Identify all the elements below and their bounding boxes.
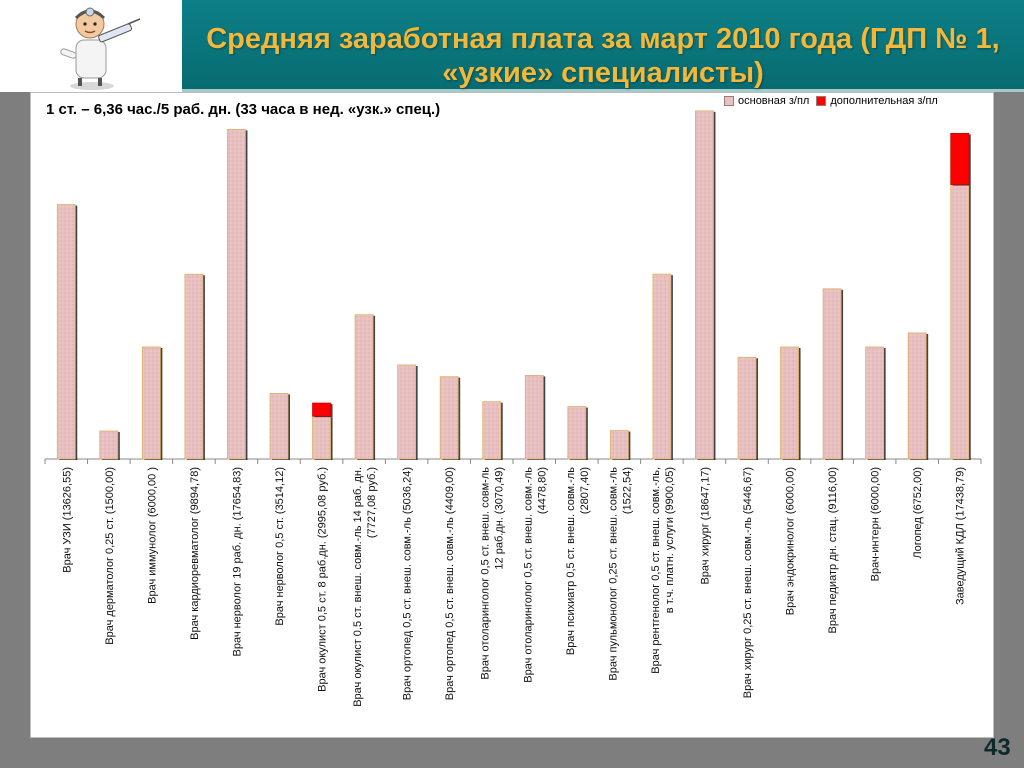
x-tick-label: Врач ортопед 0,5 ст. внеш. совм.-ль (503… (402, 467, 414, 700)
bar-basic-salary (312, 415, 331, 460)
bar-basic-salary (354, 314, 374, 460)
x-tick-label-line: Врач нерволог 0,5 ст. (3514,12) (274, 467, 286, 626)
legend-label-extra: дополнительная з/пл (830, 95, 938, 107)
x-tick-label-line: (1522,54) (621, 467, 633, 514)
bar-basic-salary (652, 273, 672, 460)
x-tick-label-line: Врач иммунолог (6000,00 ) (146, 467, 158, 604)
bar-basic-salary (737, 356, 757, 460)
page-title-line-1: Средняя заработная плата за март 2010 го… (206, 23, 1000, 55)
x-tick-label-line: Врач окулист 0,5 ст. 8 раб.дн. (2995,08 … (317, 467, 329, 692)
x-tick-label-line: Врач дерматолог 0,25 ст. (1500,00) (104, 467, 116, 645)
bar-basic-salary (865, 346, 885, 460)
x-tick-label: Врач ортопед 0,5 ст. внеш. совм.-ль (440… (444, 467, 456, 700)
x-tick-label: Логопед (6752,00) (912, 467, 924, 559)
x-tick-label: Заведущий КДЛ (17438,79) (955, 467, 967, 605)
x-tick-label: Врач иммунолог (6000,00 ) (146, 467, 158, 604)
x-tick-label: Врач отоларинголог 0,5 ст. внеш. совм-ль… (480, 467, 506, 680)
x-tick-label-line: Врач кардиоревматолог (9894,78) (189, 467, 201, 640)
x-tick-label-line: Врач психиатр 0,5 ст. внеш. совм.-ль (565, 467, 577, 655)
x-tick-label-line: (7727,08 руб.) (366, 467, 378, 538)
chart-subtitle: 1 ст. – 6,36 час./5 раб. дн. (33 часа в … (46, 101, 441, 118)
legend-label-basic: основная з/пл (738, 95, 810, 107)
x-tick-label: Врач эндокринолог (6000,00) (785, 467, 797, 615)
x-tick-label-line: Врач рентгенолог 0,5 ст. внеш. совм.-ль, (650, 467, 662, 674)
bar-extra-salary (950, 133, 970, 185)
x-tick-label-line: Врач УЗИ (13626,55) (61, 467, 73, 573)
legend-swatch-extra (816, 96, 827, 106)
x-tick-label-line: в т.ч. платн. услуги (9900,05) (664, 467, 676, 613)
x-tick-label: Врач педиатр дн. стац. (9116,00) (827, 467, 839, 633)
x-tick-label: Врач нерволог 0,5 ст. (3514,12) (274, 467, 286, 626)
bar-basic-salary (780, 346, 799, 460)
x-tick-label-line: Врач-интерн (6000,00) (870, 467, 882, 581)
x-tick-label: Врач-интерн (6000,00) (870, 467, 882, 581)
x-tick-label-line: Заведущий КДЛ (17438,79) (955, 467, 967, 605)
x-tick-label: Врач окулист 0,5 ст. внеш. совм.-ль 14 р… (352, 467, 378, 707)
bar-basic-salary (439, 376, 459, 460)
x-tick-label: Врач нерволог 19 раб. дн. (17654,83) (231, 467, 243, 657)
bar-basic-salary (695, 110, 714, 460)
bar-basic-salary (609, 430, 629, 460)
bar-basic-salary (950, 184, 970, 460)
page-title-line-2: «узкие» специалисты) (442, 57, 764, 89)
bar-basic-salary (227, 128, 246, 460)
x-tick-label-line: Врач хирург (18647,17) (699, 467, 711, 585)
x-tick-label-line: Врач хирург 0,25 ст. внеш. совм.-ль (544… (742, 467, 754, 698)
bar-basic-salary (397, 364, 417, 460)
x-tick-label: Врач дерматолог 0,25 ст. (1500,00) (104, 467, 116, 645)
x-tick-label-line: Врач отоларинголог 0,5 ст. внеш. совм.-л… (522, 467, 534, 683)
x-tick-label-line: 12 раб.дн. (3070,49) (494, 467, 506, 570)
x-tick-label: Врач отоларинголог 0,5 ст. внеш. совм.-л… (522, 467, 548, 683)
bar-basic-salary (822, 288, 842, 460)
doctor-syringe-icon (60, 7, 141, 90)
x-tick-label-line: Врач отоларинголог 0,5 ст. внеш. совм-ль (480, 467, 492, 680)
header-bar: Средняя заработная плата за март 2010 го… (182, 0, 1024, 92)
bar-basic-salary (567, 406, 587, 460)
x-tick-label: Врач кардиоревматолог (9894,78) (189, 467, 201, 640)
x-tick-label: Врач пульмонолог 0,25 ст. внеш. совм.-ль… (607, 467, 633, 681)
bar-basic-salary (907, 332, 927, 460)
legend-swatch-basic (724, 96, 734, 106)
x-tick-label-line: Врач пульмонолог 0,25 ст. внеш. совм.-ль (607, 467, 619, 681)
x-tick-label: Врач психиатр 0,5 ст. внеш. совм.-ль (280… (565, 467, 591, 655)
bar-basic-salary (99, 430, 119, 460)
page-number: 43 (984, 734, 1011, 761)
x-tick-label-line: (2807,40) (579, 467, 591, 514)
page-title: Средняя заработная плата за март 2010 го… (182, 22, 1024, 90)
bar-basic-salary (269, 392, 289, 460)
x-tick-label-line: Врач окулист 0,5 ст. внеш. совм.-ль 14 р… (352, 467, 364, 707)
x-tick-label-line: Логопед (6752,00) (912, 467, 924, 559)
x-tick-label-line: Врач эндокринолог (6000,00) (785, 467, 797, 615)
x-tick-label: Врач УЗИ (13626,55) (61, 467, 73, 573)
bar-basic-salary (482, 401, 502, 460)
bar-basic-salary (56, 204, 76, 460)
x-tick-label-line: Врач педиатр дн. стац. (9116,00) (827, 467, 839, 633)
x-tick-label: Врач хирург (18647,17) (699, 467, 711, 585)
x-tick-label-line: Врач ортопед 0,5 ст. внеш. совм.-ль (503… (402, 467, 414, 700)
bar-basic-salary (141, 346, 161, 460)
x-tick-label-line: Врач ортопед 0,5 ст. внеш. совм.-ль (440… (444, 467, 456, 700)
x-tick-label-line: (4478,80) (536, 467, 548, 514)
x-tick-label: Врач хирург 0,25 ст. внеш. совм.-ль (544… (742, 467, 754, 698)
x-tick-label-line: Врач нерволог 19 раб. дн. (17654,83) (231, 467, 243, 657)
x-tick-label: Врач окулист 0,5 ст. 8 раб.дн. (2995,08 … (317, 467, 329, 692)
logo-panel (0, 0, 182, 92)
bar-extra-salary (312, 402, 331, 417)
bar-basic-salary (184, 273, 204, 460)
bar-basic-salary (524, 374, 544, 460)
chart-legend: основная з/пл дополнительная з/пл (724, 95, 938, 107)
x-tick-label: Врач рентгенолог 0,5 ст. внеш. совм.-ль,… (650, 467, 676, 674)
